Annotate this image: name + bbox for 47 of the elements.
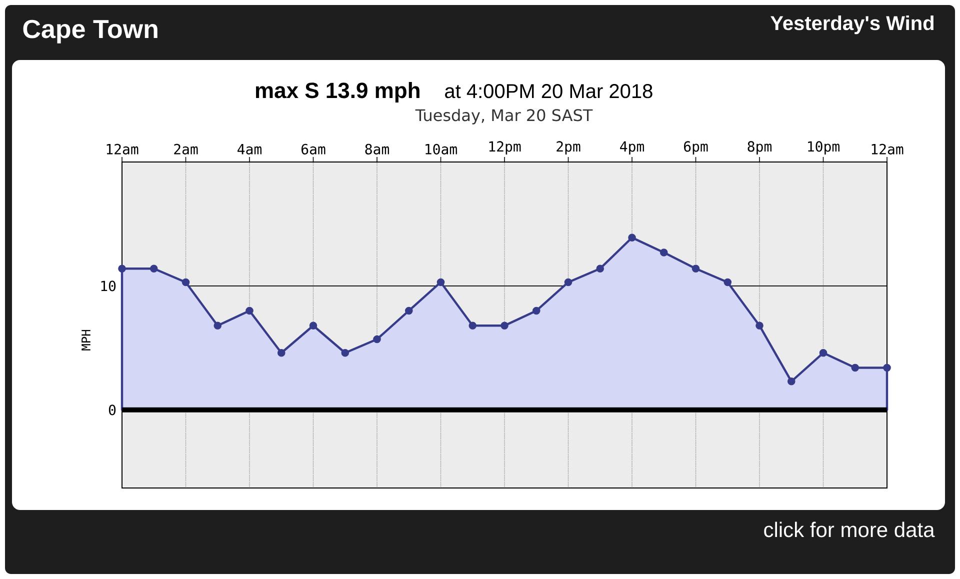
text: max S 13.9 mph bbox=[256, 82, 420, 103]
point bbox=[182, 278, 190, 286]
chart-title: Cape Town bbox=[23, 20, 158, 44]
x-tick-label: 10pm bbox=[808, 141, 840, 154]
point bbox=[341, 348, 350, 357]
point bbox=[628, 234, 636, 242]
point bbox=[724, 278, 732, 286]
x-tick-label: 6am bbox=[302, 144, 326, 154]
y-tick-label: 10 bbox=[101, 280, 116, 292]
point bbox=[660, 248, 668, 256]
point bbox=[404, 306, 413, 315]
point bbox=[468, 322, 477, 330]
x-axis-title: Tuesday, Mar 20 SAST bbox=[415, 108, 593, 124]
text: click for more data bbox=[764, 522, 935, 538]
y-axis-title: MPH bbox=[82, 330, 90, 350]
point bbox=[564, 278, 572, 286]
point bbox=[246, 306, 254, 315]
point bbox=[309, 322, 318, 330]
point bbox=[692, 264, 700, 272]
point bbox=[436, 278, 445, 286]
point bbox=[756, 322, 764, 330]
x-tick-label: 10am bbox=[426, 144, 457, 154]
point bbox=[277, 348, 286, 357]
x-tick-label: 8am bbox=[365, 144, 389, 154]
x-tick-label: 8pm bbox=[748, 141, 772, 154]
point bbox=[150, 264, 158, 272]
point bbox=[532, 306, 540, 315]
x-tick-label: 2pm bbox=[556, 141, 580, 154]
x-tick-label: 4pm bbox=[620, 141, 644, 154]
x-tick-label: 12am bbox=[106, 144, 138, 154]
x-tick-label: 2am bbox=[174, 144, 198, 154]
x-tick-label: 4am bbox=[238, 144, 262, 154]
chart-subtitle: Yesterday's Wind bbox=[770, 16, 934, 34]
point bbox=[373, 335, 381, 344]
point bbox=[851, 364, 860, 372]
text: at 4:00PM 20 Mar 2018 bbox=[445, 84, 652, 98]
point bbox=[118, 264, 126, 272]
point bbox=[500, 322, 508, 330]
point bbox=[214, 322, 222, 330]
point bbox=[883, 364, 891, 372]
point bbox=[819, 348, 828, 357]
x-tick-label: 12am bbox=[872, 144, 904, 154]
x-tick-label: 12pm bbox=[489, 141, 521, 154]
point bbox=[787, 377, 796, 386]
point bbox=[596, 264, 604, 272]
x-tick-label: 6pm bbox=[684, 141, 708, 154]
y-tick-label: 0 bbox=[108, 404, 116, 416]
